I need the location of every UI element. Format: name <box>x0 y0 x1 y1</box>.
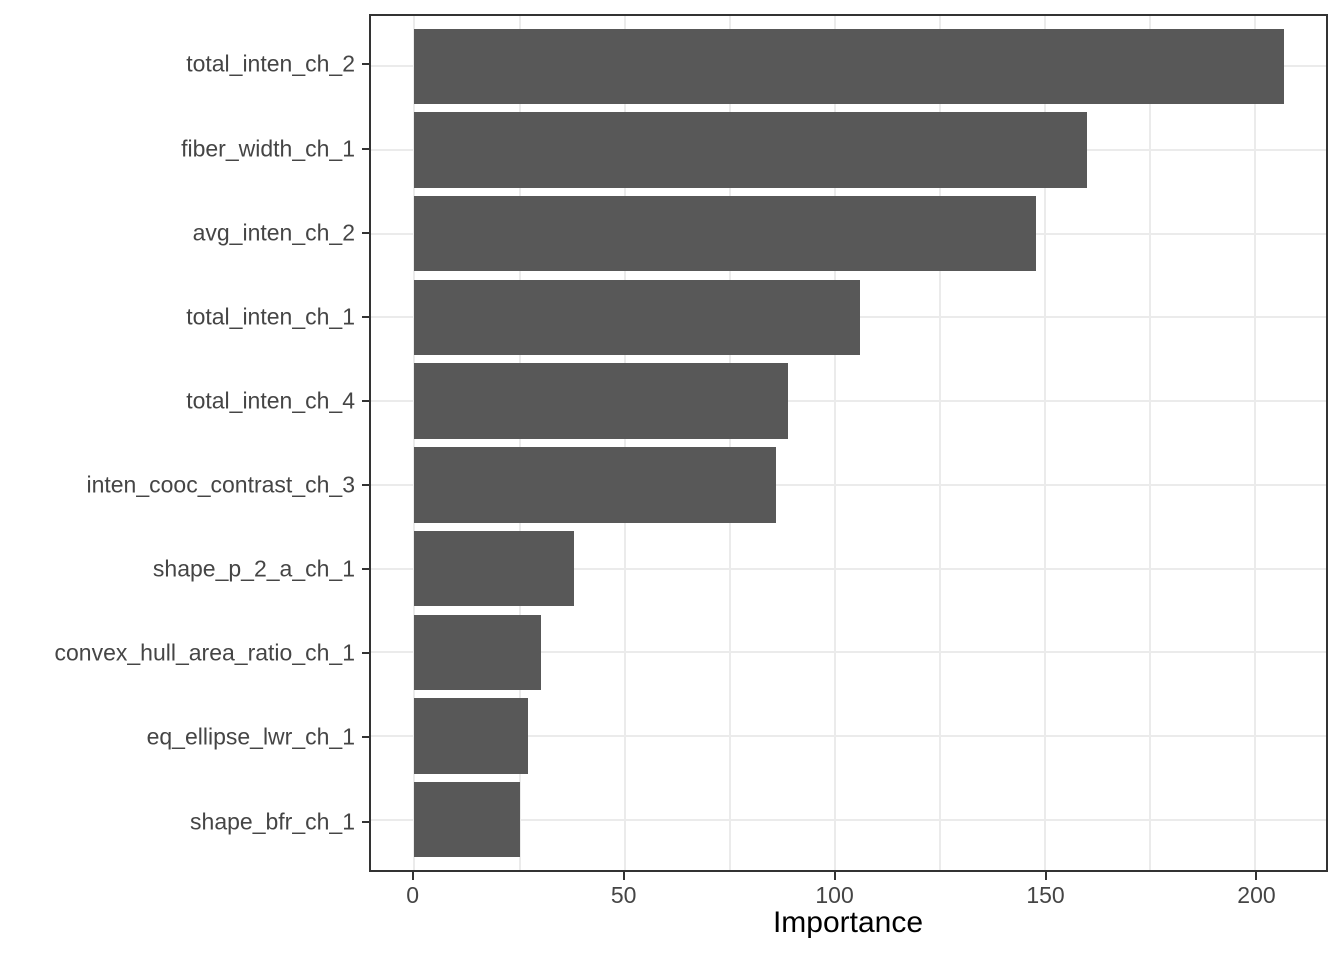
x-tick <box>622 872 625 880</box>
h-gridline <box>371 400 1326 403</box>
x-tick <box>833 872 836 880</box>
x-tick <box>411 872 414 880</box>
y-tick <box>362 736 369 739</box>
y-tick <box>362 820 369 823</box>
x-tick-label: 150 <box>1026 882 1065 908</box>
v-gridline-major <box>833 16 836 870</box>
y-tick <box>362 652 369 655</box>
h-gridline <box>371 735 1326 738</box>
y-tick-label: shape_bfr_ch_1 <box>190 808 355 835</box>
v-gridline-major <box>1253 16 1256 870</box>
y-tick <box>362 568 369 571</box>
bar <box>414 447 776 523</box>
y-tick <box>362 484 369 487</box>
v-gridline-major <box>413 16 416 870</box>
y-tick-label: total_inten_ch_1 <box>186 303 355 330</box>
v-gridline-minor <box>518 16 521 870</box>
bar <box>414 782 520 858</box>
x-tick-label: 50 <box>610 882 637 908</box>
bar <box>414 196 1037 272</box>
h-gridline <box>371 818 1326 821</box>
y-tick <box>362 63 369 66</box>
y-tick-label: fiber_width_ch_1 <box>181 135 355 162</box>
v-gridline-minor <box>728 16 731 870</box>
y-tick <box>362 147 369 150</box>
v-gridline-minor <box>1148 16 1151 870</box>
y-tick-label: shape_p_2_a_ch_1 <box>152 555 355 582</box>
y-tick-label: convex_hull_area_ratio_ch_1 <box>54 639 356 666</box>
x-tick-label: 0 <box>406 882 420 908</box>
x-axis-tick-labels: 0 50 100 150 200 <box>369 882 1328 910</box>
y-axis-labels: total_inten_ch_2 fiber_width_ch_1 avg_inte… <box>0 14 356 872</box>
y-axis-ticks <box>362 14 369 872</box>
y-tick-label: total_inten_ch_2 <box>186 50 355 77</box>
y-tick-label: inten_cooc_contrast_ch_3 <box>86 471 355 498</box>
x-tick-label: 100 <box>815 882 854 908</box>
x-axis-title: Importance <box>772 906 924 939</box>
bar <box>414 28 1285 104</box>
v-gridline-major <box>623 16 626 870</box>
x-tick-label: 200 <box>1237 882 1276 908</box>
y-tick <box>362 231 369 234</box>
bar <box>414 112 1087 188</box>
bar <box>414 614 541 690</box>
y-tick-label: avg_inten_ch_2 <box>192 219 355 246</box>
y-tick-label: eq_ellipse_lwr_ch_1 <box>146 723 355 750</box>
h-gridline <box>371 567 1326 570</box>
h-gridline <box>371 651 1326 654</box>
y-tick <box>362 315 369 318</box>
bar <box>414 363 789 439</box>
plot-panel <box>369 14 1328 872</box>
bar <box>414 279 860 356</box>
x-tick <box>1044 872 1047 880</box>
h-gridline <box>371 483 1326 486</box>
y-tick <box>362 399 369 402</box>
x-tick <box>1255 872 1258 880</box>
x-axis-ticks <box>369 872 1328 880</box>
bar <box>414 698 528 774</box>
v-gridline-minor <box>938 16 941 870</box>
bar <box>414 530 575 607</box>
y-tick-label: total_inten_ch_4 <box>186 387 355 414</box>
v-gridline-major <box>1043 16 1046 870</box>
